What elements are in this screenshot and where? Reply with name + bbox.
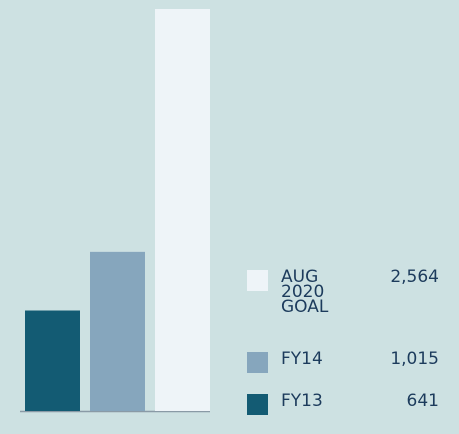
legend-label: FY13 (281, 391, 323, 411)
legend-swatch (247, 270, 268, 291)
bar (90, 251, 145, 411)
legend-item: FY14 1,015 (247, 349, 439, 392)
legend-label: FY14 (281, 349, 323, 369)
bar (25, 310, 80, 411)
value-label: 1,015 (390, 349, 439, 369)
legend-item: FY13 641 (247, 391, 439, 434)
bar (155, 9, 210, 411)
legend-label: AUG 2020 GOAL (281, 267, 329, 317)
legend-swatch (247, 394, 268, 415)
value-label: 2,564 (390, 267, 439, 287)
value-label: 641 (406, 391, 439, 411)
chart (20, 9, 210, 413)
legend-swatch (247, 352, 268, 373)
legend-item: AUG 2020 GOAL 2,564 (247, 267, 439, 316)
